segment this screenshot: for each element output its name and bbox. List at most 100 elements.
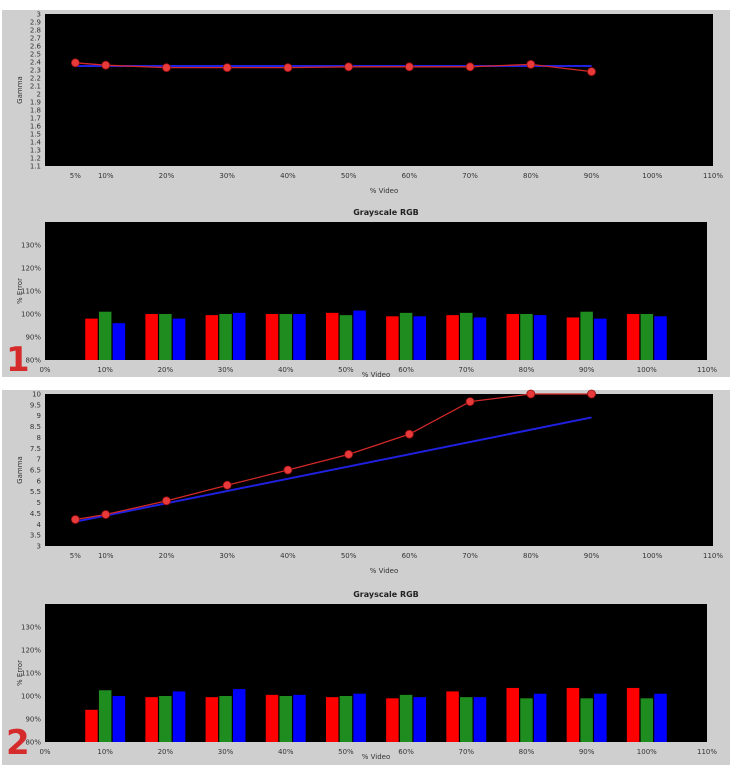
measured-point bbox=[587, 389, 596, 399]
red-bar bbox=[205, 697, 219, 742]
x-tick-label: 90% bbox=[584, 172, 600, 180]
measured-point bbox=[344, 449, 354, 459]
blue-bar bbox=[293, 694, 306, 742]
y-tick-label: 9 bbox=[37, 412, 41, 420]
red-bar bbox=[446, 691, 459, 742]
blue-bar bbox=[473, 697, 487, 742]
x-tick-label: 10% bbox=[97, 366, 113, 374]
red-bar bbox=[626, 314, 640, 360]
x-tick-label: 20% bbox=[158, 366, 174, 374]
y-tick-label: 10 bbox=[32, 391, 41, 399]
green-bar bbox=[219, 696, 232, 742]
blue-bar bbox=[172, 318, 186, 360]
section-label-1: 1 bbox=[6, 340, 30, 380]
gamma-chart-1: 1.11.21.31.41.51.61.71.81.922.12.22.32.4… bbox=[16, 11, 723, 196]
x-tick-label: 30% bbox=[218, 366, 234, 374]
x-tick-label: 10% bbox=[98, 552, 114, 560]
y-tick-label: 2 bbox=[37, 91, 41, 99]
y-tick-label: 2.3 bbox=[30, 67, 41, 75]
green-bar bbox=[399, 312, 413, 360]
red-bar bbox=[506, 687, 520, 742]
y-tick-label: 100% bbox=[21, 693, 41, 701]
y-tick-label: 120% bbox=[21, 265, 41, 273]
grayscale-rgb-chart-1: 80% 90% 100% 110% 120% 130% 0% 10% 20% 30% 40% 50% 6… bbox=[16, 208, 717, 379]
x-tick-label: 90% bbox=[584, 552, 600, 560]
y-tick-label: 2.4 bbox=[30, 59, 42, 67]
measured-point bbox=[283, 465, 293, 475]
green-bar bbox=[520, 698, 533, 742]
blue-bar bbox=[353, 693, 366, 742]
green-bar bbox=[219, 314, 232, 360]
red-bar bbox=[265, 314, 279, 360]
y-tick-label: 2.9 bbox=[30, 19, 41, 27]
x-tick-label: 40% bbox=[280, 172, 296, 180]
plot-area bbox=[45, 222, 707, 360]
x-tick-label: 40% bbox=[278, 748, 294, 756]
blue-bar bbox=[473, 317, 487, 360]
y-axis-title: % Error bbox=[16, 660, 24, 686]
x-tick-label: 80% bbox=[523, 172, 539, 180]
blue-bar bbox=[413, 697, 427, 742]
blue-bar bbox=[293, 314, 306, 360]
x-tick-label: 20% bbox=[158, 748, 174, 756]
blue-bar bbox=[533, 693, 547, 742]
y-tick-label: 1.4 bbox=[30, 139, 42, 147]
measured-point bbox=[465, 62, 475, 72]
x-tick-label: 90% bbox=[579, 366, 595, 374]
red-bar bbox=[446, 315, 459, 360]
x-tick-label: 110% bbox=[703, 552, 723, 560]
x-tick-label: 30% bbox=[219, 552, 235, 560]
chart-title: Grayscale RGB bbox=[353, 590, 419, 599]
blue-bar bbox=[353, 310, 366, 360]
x-tick-label: 10% bbox=[98, 172, 114, 180]
x-tick-label: 100% bbox=[642, 172, 662, 180]
y-tick-label: 80% bbox=[25, 357, 41, 365]
y-tick-label: 1.2 bbox=[30, 155, 41, 163]
x-tick-label: 50% bbox=[338, 748, 354, 756]
y-tick-label: 130% bbox=[21, 624, 41, 632]
x-tick-label: 110% bbox=[697, 748, 717, 756]
y-tick-label: 1.1 bbox=[30, 163, 41, 171]
red-bar bbox=[566, 687, 580, 742]
y-tick-label: 110% bbox=[21, 670, 41, 678]
x-tick-label: 110% bbox=[697, 366, 717, 374]
y-tick-label: 2.7 bbox=[30, 35, 41, 43]
red-bar bbox=[325, 697, 339, 742]
y-tick-label: 1.9 bbox=[30, 99, 41, 107]
gamma-chart-2: 3 3.5 4 4.5 5 5.5 6 6.5 7 7.5 8 8.5 9 9.5 10 5% 10% 20% 30… bbox=[16, 389, 723, 575]
measured-point bbox=[404, 62, 414, 72]
plot-area bbox=[45, 604, 707, 742]
x-tick-label: 70% bbox=[462, 552, 478, 560]
red-bar bbox=[506, 314, 520, 360]
x-tick-label: 0% bbox=[39, 366, 50, 374]
y-tick-label: 1.6 bbox=[30, 123, 42, 131]
blue-bar bbox=[112, 696, 126, 742]
green-bar bbox=[98, 311, 112, 360]
red-bar bbox=[85, 709, 98, 742]
x-tick-label: 100% bbox=[637, 748, 657, 756]
x-tick-label: 90% bbox=[579, 748, 595, 756]
green-bar bbox=[460, 312, 473, 360]
plot-area bbox=[45, 394, 713, 546]
blue-bar bbox=[112, 323, 126, 360]
blue-bar bbox=[232, 312, 246, 360]
target-gamma-line bbox=[75, 416, 592, 523]
x-tick-label: 40% bbox=[278, 366, 294, 374]
chart-title: Grayscale RGB bbox=[353, 208, 419, 217]
green-bar bbox=[580, 311, 593, 360]
red-bar bbox=[145, 697, 158, 742]
x-axis-title: % Video bbox=[362, 371, 391, 379]
y-tick-label: 9.5 bbox=[30, 401, 41, 409]
y-axis-title: Gamma bbox=[16, 456, 24, 484]
green-bar bbox=[460, 697, 473, 742]
measured-point bbox=[222, 480, 232, 490]
x-tick-label: 40% bbox=[280, 552, 296, 560]
red-bar bbox=[325, 312, 339, 360]
x-tick-label: 110% bbox=[703, 172, 723, 180]
x-axis-title: % Video bbox=[370, 187, 399, 195]
y-tick-label: 2.1 bbox=[30, 83, 41, 91]
red-bar bbox=[145, 314, 158, 360]
y-tick-label: 5 bbox=[37, 499, 41, 507]
plot-area bbox=[45, 14, 713, 166]
measured-point bbox=[526, 389, 536, 399]
